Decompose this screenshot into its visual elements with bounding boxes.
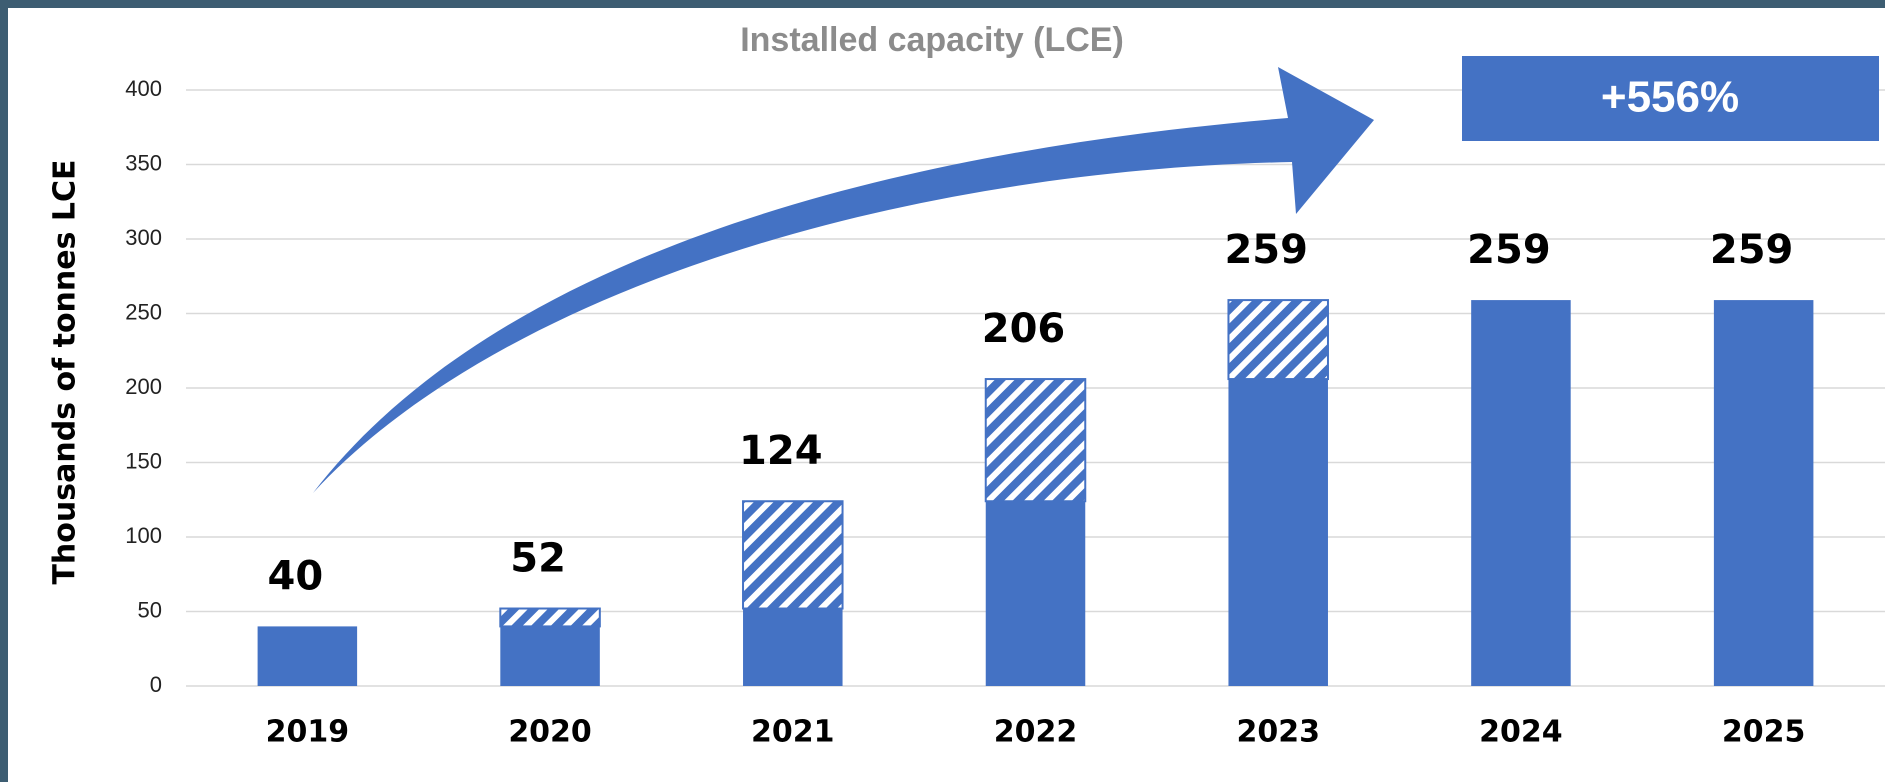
annotation: +556% (1601, 73, 1739, 122)
data-label: 259 (1224, 227, 1308, 273)
y-tick-label: 300 (125, 225, 162, 250)
growth-arrow (313, 67, 1374, 493)
bar-segment (1713, 300, 1814, 686)
bar-segment (743, 608, 843, 686)
bar-segment-hatched (1227, 299, 1329, 381)
annotation-box (1462, 56, 1879, 141)
bar-segment (985, 501, 1086, 686)
y-tick-label: 0 (150, 672, 162, 697)
y-tick-label: 200 (125, 374, 162, 399)
x-tick-label: 2019 (266, 715, 350, 750)
y-tick-label: 50 (138, 597, 162, 622)
y-axis-label: Thousands of tonnes LCE (48, 159, 83, 584)
data-label: 52 (510, 536, 566, 582)
data-label: 40 (268, 553, 324, 599)
data-label: 259 (1710, 227, 1794, 273)
y-tick-label: 150 (125, 448, 162, 473)
bar-segment-hatched (499, 607, 601, 628)
data-label: 259 (1467, 227, 1551, 273)
x-tick-label: 2021 (751, 715, 835, 750)
data-label: 124 (739, 428, 823, 474)
x-tick-label: 2020 (508, 715, 592, 750)
y-tick-label: 400 (125, 76, 162, 101)
bar-segment (1471, 300, 1571, 686)
x-tick-label: 2024 (1479, 715, 1563, 750)
y-tick-label: 250 (125, 299, 162, 324)
data-label: 206 (982, 306, 1066, 352)
y-tick-label: 100 (125, 523, 162, 548)
bar-segment (257, 626, 358, 686)
x-tick-label: 2025 (1722, 715, 1806, 750)
y-tick-label: 350 (125, 150, 162, 175)
x-tick-label: 2022 (994, 715, 1078, 750)
bar-segment (1228, 379, 1328, 686)
chart-title: Installed capacity (LCE) (740, 21, 1124, 59)
plot: 0 50 100 150 200 250 300 350 400 2019 40 2020 52 2021… (125, 76, 1885, 750)
x-tick-label: 2023 (1236, 715, 1320, 750)
bar-segment-hatched (984, 378, 1087, 503)
bar-segment-hatched (742, 500, 844, 610)
bar-segment (500, 626, 600, 686)
